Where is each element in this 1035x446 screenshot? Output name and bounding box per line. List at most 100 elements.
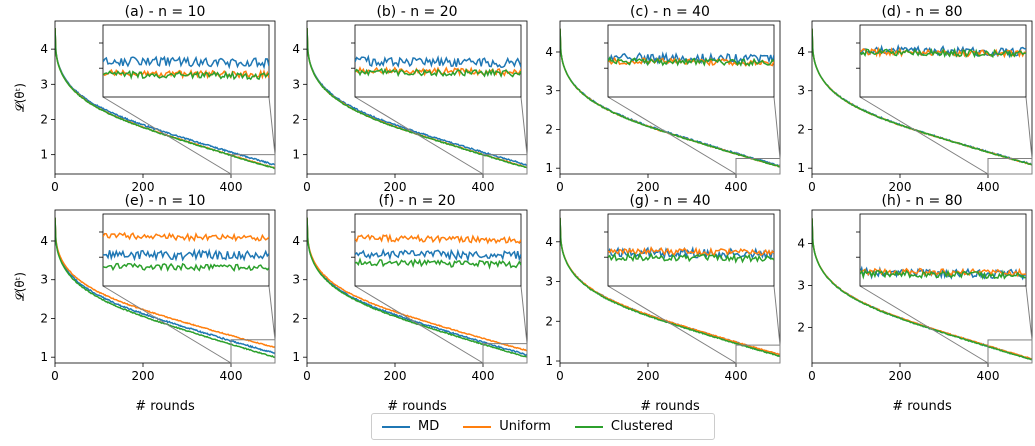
y-tick-label: 4 <box>545 235 553 249</box>
x-tick-label: 200 <box>132 180 155 194</box>
x-tick-label: 0 <box>303 180 311 194</box>
panel-title: (e) - n = 10 <box>125 193 206 209</box>
panel-8: (h) - n = 80 0 200 400 2 3 4 <box>797 193 1033 383</box>
y-tick-label: 1 <box>797 161 805 175</box>
axes-frame <box>54 209 276 364</box>
x-axis-label-1: # rounds <box>135 399 195 414</box>
y-tick-label: 2 <box>545 314 553 328</box>
axes-frame <box>811 209 1033 364</box>
series-line-clustered <box>812 218 1032 361</box>
panel-title: (b) - n = 20 <box>376 4 457 20</box>
panel-title: (a) - n = 10 <box>125 4 206 20</box>
x-axis-label-3: # rounds <box>640 399 700 414</box>
y-tick-label: 3 <box>292 273 300 287</box>
y-tick-label: 4 <box>40 42 48 56</box>
inset-series-line-md <box>355 54 521 68</box>
x-tick-label: 400 <box>977 369 1000 383</box>
y-tick-label: 3 <box>292 77 300 91</box>
inset-connector-line <box>268 285 276 340</box>
inset-connector-line <box>102 285 232 364</box>
axes-frame <box>306 209 528 364</box>
inset-connector-line <box>607 96 737 175</box>
y-tick-label: 1 <box>40 350 48 364</box>
panel-title: (f) - n = 20 <box>378 193 455 209</box>
series-line-uniform <box>55 217 275 349</box>
zoom-region-box <box>987 339 1033 364</box>
y-axis-label-row-1: 𝓛(θᵗ) <box>13 83 27 112</box>
inset-series-line-md <box>355 248 521 263</box>
panel-1: (a) - n = 10 0 200 400 1 2 3 4 <box>40 4 276 194</box>
y-tick-label: 2 <box>797 320 805 334</box>
y-tick-label: 2 <box>40 112 48 126</box>
y-tick-label: 3 <box>545 275 553 289</box>
y-tick-label: 3 <box>40 273 48 287</box>
axes-frame <box>54 20 276 175</box>
y-tick-label: 4 <box>40 234 48 248</box>
legend-label-clustered: Clustered <box>610 419 674 434</box>
y-tick-label: 4 <box>545 45 553 59</box>
y-tick-label: 3 <box>545 84 553 98</box>
x-tick-label: 400 <box>472 180 495 194</box>
inset-connector-line <box>354 96 484 175</box>
legend: MD Uniform Clustered <box>371 413 715 440</box>
panel-3: (c) - n = 40 0 200 400 1 2 3 4 <box>545 4 781 194</box>
axes-frame <box>306 20 528 175</box>
series-line-md <box>55 217 275 355</box>
inset-connector-line <box>773 96 781 159</box>
series-line-clustered <box>55 27 275 170</box>
y-tick-label: 3 <box>40 77 48 91</box>
legend-item-clustered: Clustered <box>565 419 673 434</box>
x-axis-label-2: # rounds <box>387 399 447 414</box>
y-tick-label: 4 <box>797 45 805 59</box>
inset-series-line-md <box>608 245 774 261</box>
x-tick-label: 200 <box>889 180 912 194</box>
x-tick-label: 200 <box>637 180 660 194</box>
y-tick-label: 2 <box>292 311 300 325</box>
inset-connector-line <box>520 96 528 155</box>
y-tick-label: 1 <box>292 148 300 162</box>
y-tick-label: 2 <box>292 112 300 126</box>
inset-series-line-clustered <box>860 269 1026 280</box>
zoom-region-box <box>735 344 781 364</box>
inset-connector-line <box>1025 96 1033 159</box>
x-tick-label: 400 <box>472 369 495 383</box>
zoom-region-box <box>482 343 528 364</box>
inset-series-line-md <box>103 55 269 70</box>
panel-title: (d) - n = 80 <box>881 4 962 20</box>
x-tick-label: 0 <box>556 369 564 383</box>
legend-item-md: MD <box>372 419 439 434</box>
y-tick-label: 4 <box>292 42 300 56</box>
x-tick-label: 200 <box>132 369 155 383</box>
zoom-region-box <box>987 158 1033 175</box>
panel-6: (f) - n = 20 0 200 400 1 2 3 4 <box>292 193 528 383</box>
panel-7: (g) - n = 40 0 200 400 1 2 3 4 <box>545 193 781 383</box>
y-tick-label: 1 <box>545 354 553 368</box>
legend-item-uniform: Uniform <box>453 419 551 434</box>
panel-2: (b) - n = 20 0 200 400 1 2 3 4 <box>292 4 528 194</box>
inset-connector-line <box>859 285 989 364</box>
legend-swatch-uniform <box>463 425 492 428</box>
axes-frame <box>811 20 1033 175</box>
inset-axes <box>102 213 270 287</box>
inset-connector-line <box>520 285 528 344</box>
axes-frame <box>559 209 781 364</box>
x-tick-label: 200 <box>384 180 407 194</box>
legend-label-uniform: Uniform <box>499 419 551 434</box>
inset-series-line-clustered <box>103 262 269 272</box>
x-tick-label: 0 <box>303 369 311 383</box>
series-line-clustered <box>560 28 780 168</box>
inset-connector-line <box>268 96 276 155</box>
panel-title: (h) - n = 80 <box>881 193 962 209</box>
inset-series-line-md <box>103 248 269 262</box>
y-tick-label: 1 <box>40 148 48 162</box>
y-tick-label: 1 <box>545 161 553 175</box>
inset-series-line-uniform <box>355 233 521 245</box>
x-tick-label: 400 <box>220 180 243 194</box>
y-tick-label: 4 <box>797 237 805 251</box>
x-tick-label: 200 <box>889 369 912 383</box>
inset-axes <box>859 24 1027 98</box>
zoom-region-box <box>230 154 276 175</box>
panel-title: (g) - n = 40 <box>629 193 710 209</box>
series-line-clustered <box>307 217 527 358</box>
